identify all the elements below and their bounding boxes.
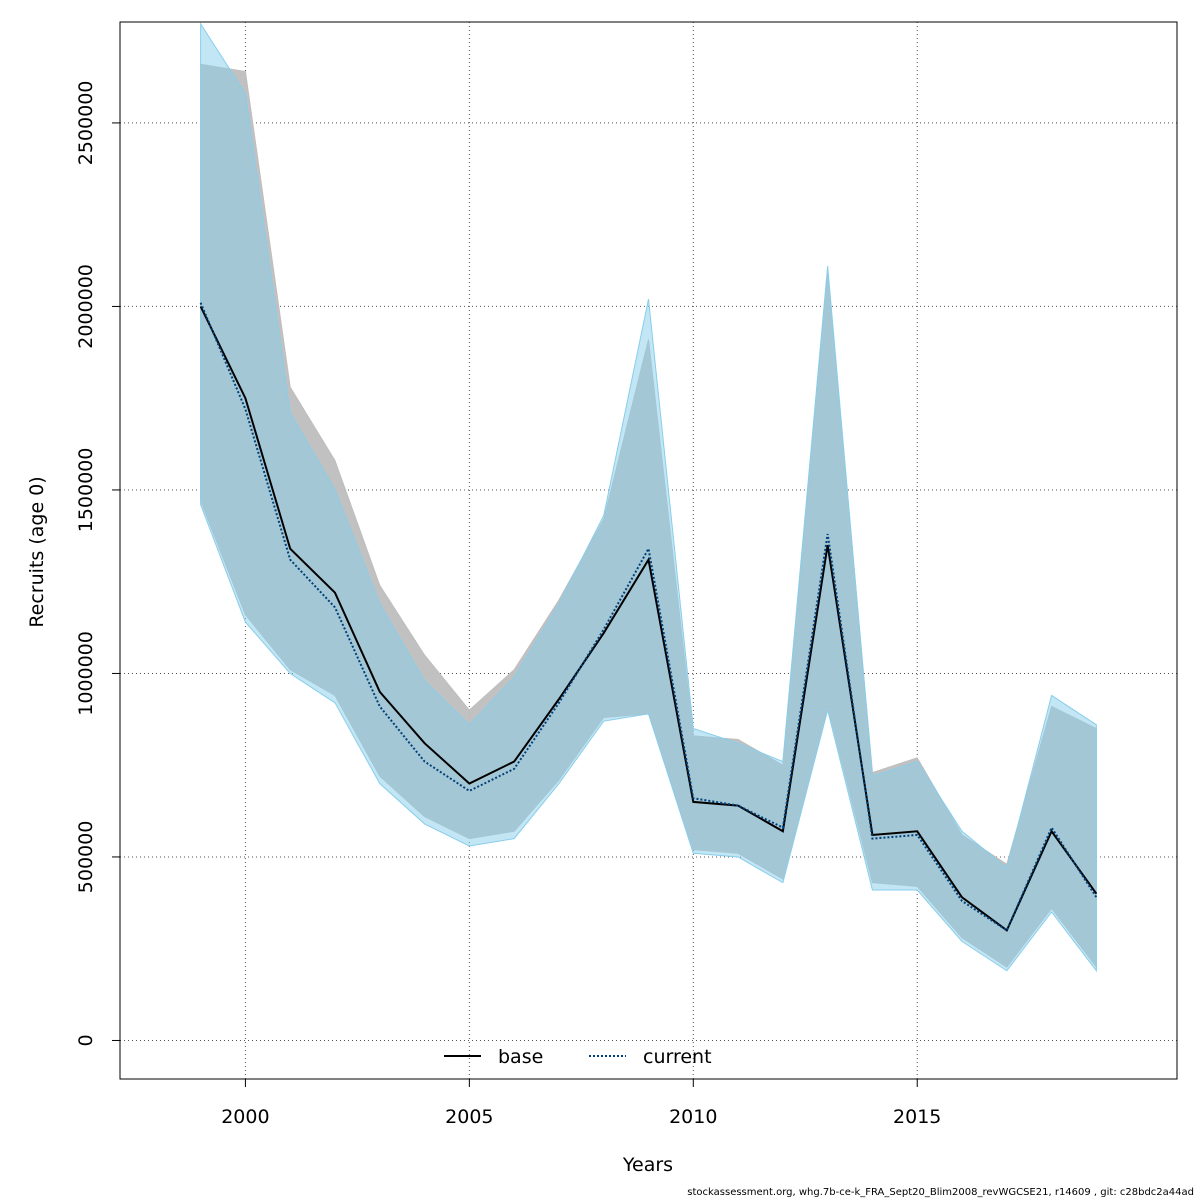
y-tick-label: 0 <box>75 1034 97 1046</box>
y-tick-label: 1500000 <box>75 448 97 533</box>
x-axis-label: Years <box>622 1154 673 1176</box>
x-tick-label: 2010 <box>669 1106 717 1128</box>
x-tick-label: 2005 <box>445 1106 493 1128</box>
line-base <box>199 305 1098 932</box>
series-lines <box>199 302 1098 932</box>
legend: base current <box>444 1046 712 1068</box>
y-tick-label: 1000000 <box>75 631 97 716</box>
footer-credit: stockassessment.org, whg.7b-ce-k_FRA_Sep… <box>687 1187 1194 1198</box>
y-tick-label: 500000 <box>75 821 97 894</box>
band-current <box>200 22 1097 973</box>
y-tick-label: 2000000 <box>75 264 97 349</box>
y-axis-label: Recruits (age 0) <box>26 476 48 627</box>
legend-label-current: current <box>643 1046 712 1068</box>
confidence-bands <box>200 22 1097 973</box>
y-tick-label: 2500000 <box>75 81 97 166</box>
x-axis: 2000 2005 2010 2015 <box>221 1079 941 1128</box>
x-tick-label: 2015 <box>893 1106 941 1128</box>
x-tick-label: 2000 <box>221 1106 269 1128</box>
y-axis: 0 500000 1000000 1500000 2000000 2500000 <box>75 81 120 1047</box>
plot-frame <box>119 21 1178 1080</box>
legend-label-base: base <box>498 1046 543 1068</box>
